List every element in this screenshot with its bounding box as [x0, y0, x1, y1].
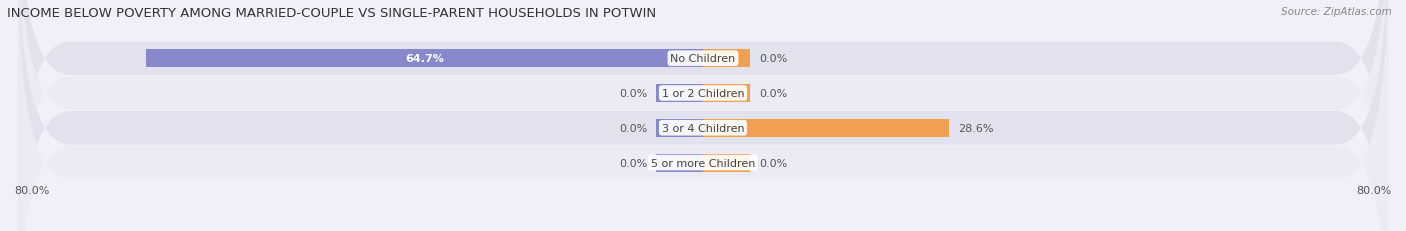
Text: Source: ZipAtlas.com: Source: ZipAtlas.com	[1281, 7, 1392, 17]
FancyBboxPatch shape	[18, 0, 1388, 231]
Text: 64.7%: 64.7%	[405, 54, 444, 64]
Bar	[655, 154, 703, 172]
FancyBboxPatch shape	[18, 0, 1388, 231]
Text: 5 or more Children: 5 or more Children	[651, 158, 755, 168]
Text: 0.0%: 0.0%	[759, 54, 787, 64]
Text: INCOME BELOW POVERTY AMONG MARRIED-COUPLE VS SINGLE-PARENT HOUSEHOLDS IN POTWIN: INCOME BELOW POVERTY AMONG MARRIED-COUPL…	[7, 7, 657, 20]
Text: 80.0%: 80.0%	[1357, 185, 1392, 195]
Text: 1 or 2 Children: 1 or 2 Children	[662, 88, 744, 99]
Text: 3 or 4 Children: 3 or 4 Children	[662, 123, 744, 133]
Bar	[655, 85, 703, 103]
Bar	[655, 119, 703, 137]
Bar	[703, 85, 751, 103]
Text: 0.0%: 0.0%	[619, 123, 647, 133]
Bar	[703, 50, 751, 68]
Text: 80.0%: 80.0%	[14, 185, 49, 195]
Text: 0.0%: 0.0%	[619, 158, 647, 168]
Text: 0.0%: 0.0%	[759, 158, 787, 168]
Bar	[703, 154, 751, 172]
Text: 0.0%: 0.0%	[619, 88, 647, 99]
FancyBboxPatch shape	[18, 0, 1388, 231]
Bar	[703, 119, 949, 137]
FancyBboxPatch shape	[18, 0, 1388, 231]
Bar	[146, 50, 703, 68]
Text: No Children: No Children	[671, 54, 735, 64]
Text: 0.0%: 0.0%	[759, 88, 787, 99]
Text: 28.6%: 28.6%	[957, 123, 994, 133]
